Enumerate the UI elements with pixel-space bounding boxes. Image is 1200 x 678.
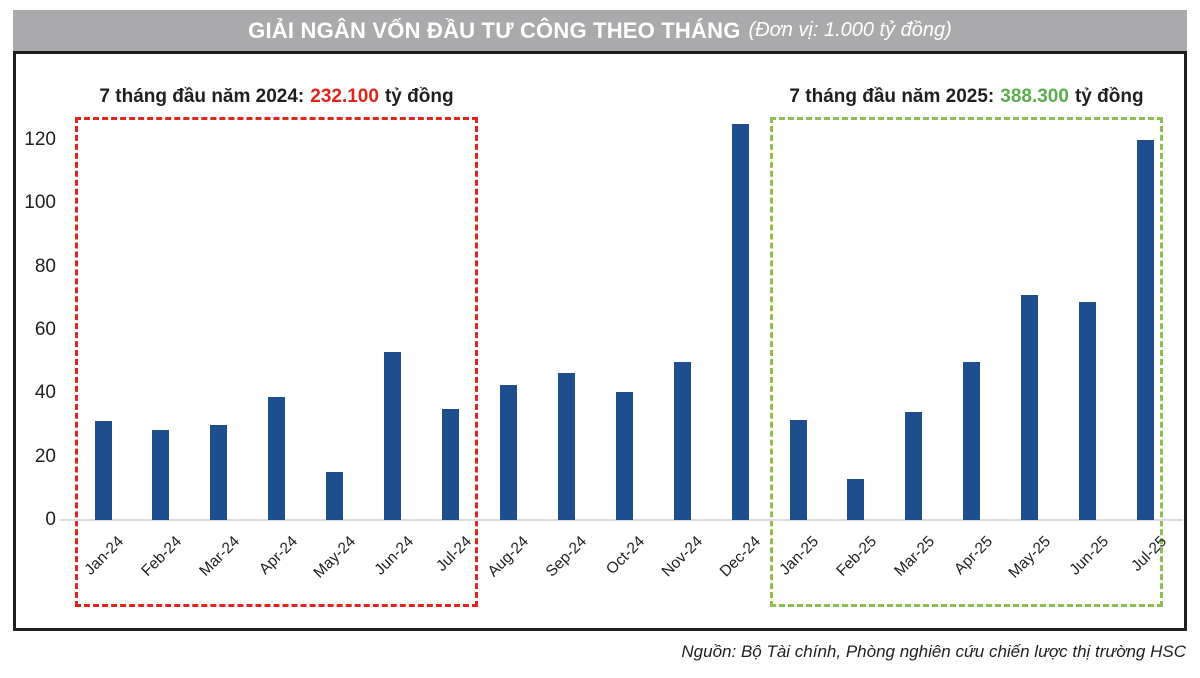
chart-unit-label: (Đơn vị: 1.000 tỷ đồng) <box>748 19 952 41</box>
bar-Jan-25 <box>789 420 807 520</box>
y-tick-label-120: 120 <box>24 129 56 150</box>
bar-Mar-25 <box>905 412 923 520</box>
bar-Jun-25 <box>1079 302 1097 520</box>
bar-Feb-24 <box>152 429 170 520</box>
bar-Apr-24 <box>268 397 286 520</box>
annotation-2025-prefix: 7 tháng đầu năm 2025: <box>789 86 995 107</box>
annotation-2025-value: 388.300 <box>1000 86 1069 107</box>
annotation-2024-value: 232.100 <box>310 86 379 107</box>
bar-Nov-24 <box>673 361 691 520</box>
bar-Jul-25 <box>1137 140 1155 520</box>
annotation-2024-total: 7 tháng đầu năm 2024: 232.100 tỷ đồng <box>75 84 478 110</box>
y-tick-label-80: 80 <box>34 255 56 277</box>
annotation-2024-prefix: 7 tháng đầu năm 2024: <box>99 86 305 107</box>
chart-frame <box>13 51 1187 631</box>
bar-May-25 <box>1021 295 1039 520</box>
bar-Mar-24 <box>210 425 228 520</box>
annotation-2025-total: 7 tháng đầu năm 2025: 388.300 tỷ đồng <box>770 84 1163 110</box>
annotation-2024-suffix: tỷ đồng <box>384 86 454 107</box>
bar-Jan-24 <box>94 420 112 520</box>
source-attribution: Nguồn: Bộ Tài chính, Phòng nghiên cứu ch… <box>681 642 1186 661</box>
highlight-box-2025 <box>770 117 1163 607</box>
bar-Apr-25 <box>963 361 981 520</box>
chart-title-bar: GIẢI NGÂN VỐN ĐẦU TƯ CÔNG THEO THÁNG (Đơ… <box>13 10 1187 51</box>
bar-Aug-24 <box>499 385 517 520</box>
annotation-2025-suffix: tỷ đồng <box>1074 86 1144 107</box>
chart-title: GIẢI NGÂN VỐN ĐẦU TƯ CÔNG THEO THÁNG <box>248 17 741 43</box>
bar-Sep-24 <box>557 372 575 520</box>
bar-Oct-24 <box>615 391 633 520</box>
bar-May-24 <box>326 471 344 520</box>
y-tick-label-100: 100 <box>24 192 56 214</box>
bar-Jul-24 <box>442 408 460 520</box>
y-tick-label-60: 60 <box>34 319 56 340</box>
bar-Dec-24 <box>731 124 749 520</box>
y-tick-label-20: 20 <box>34 445 56 467</box>
highlight-box-2024 <box>75 117 478 607</box>
bar-Feb-25 <box>847 478 865 520</box>
x-axis-baseline <box>60 519 1183 521</box>
y-tick-label-40: 40 <box>34 382 56 404</box>
bar-Jun-24 <box>384 352 402 520</box>
y-tick-label-0: 0 <box>45 509 56 530</box>
